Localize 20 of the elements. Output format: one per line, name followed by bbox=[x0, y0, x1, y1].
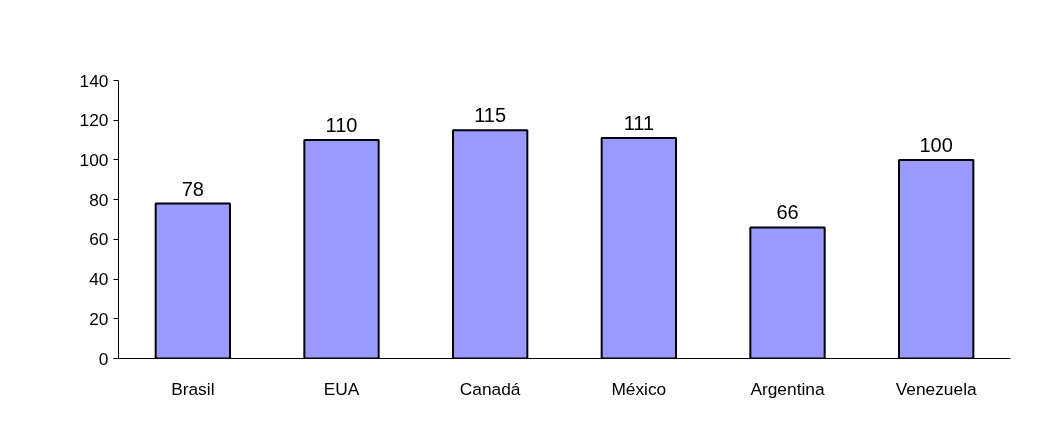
y-tick-label: 120 bbox=[79, 110, 109, 131]
x-tick-label: Canadá bbox=[459, 378, 521, 399]
data-label: 100 bbox=[919, 133, 953, 156]
y-tick-label: 80 bbox=[89, 189, 109, 210]
x-tick-label: México bbox=[611, 378, 667, 399]
x-tick-label: Brasil bbox=[171, 378, 215, 399]
y-tick-label: 0 bbox=[98, 348, 109, 369]
data-label: 115 bbox=[474, 104, 507, 127]
data-label: 78 bbox=[181, 177, 204, 200]
data-label: 110 bbox=[325, 114, 358, 137]
x-tick-label: Argentina bbox=[750, 378, 825, 399]
data-label: 66 bbox=[776, 201, 799, 224]
y-tick-label: 60 bbox=[89, 229, 109, 250]
y-tick-label: 40 bbox=[89, 269, 109, 290]
y-tick-label: 140 bbox=[79, 70, 109, 91]
x-tick-label: EUA bbox=[323, 378, 360, 399]
y-tick-label: 100 bbox=[79, 149, 109, 170]
x-tick-label: Venezuela bbox=[895, 378, 977, 399]
data-label: 111 bbox=[623, 112, 655, 135]
y-tick-label: 20 bbox=[89, 308, 109, 329]
